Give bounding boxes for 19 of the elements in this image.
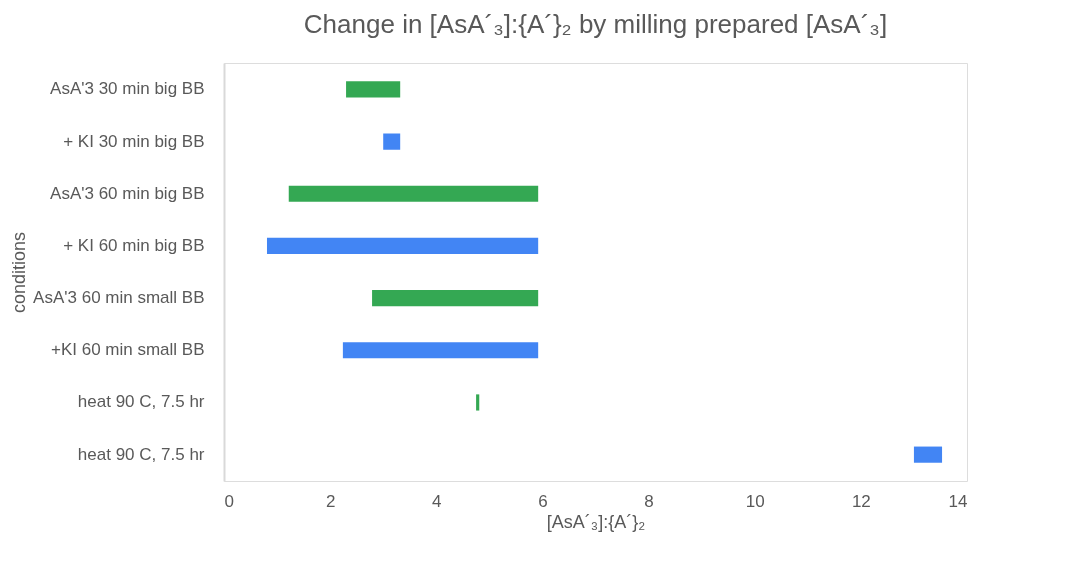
y-tick-label: heat 90 C, 7.5 hr — [77, 444, 205, 464]
x-tick-label: 0 — [224, 491, 234, 511]
y-tick-label: AsA'3 60 min big BB — [50, 183, 205, 203]
x-tick-label: 2 — [325, 491, 336, 511]
y-axis-title: conditions — [9, 231, 30, 314]
y-tick-label: heat 90 C, 7.5 hr — [77, 392, 205, 412]
x-tick-label: 6 — [538, 491, 548, 511]
x-tick-label: 10 — [745, 491, 765, 511]
x-tick-label: 12 — [851, 491, 871, 511]
x-tick-label: 4 — [432, 491, 442, 511]
y-tick-label: +KI 60 min small BB — [50, 340, 205, 360]
y-tick-label: + KI 60 min big BB — [63, 235, 205, 255]
x-tick-label: 8 — [644, 491, 654, 511]
x-axis-title: [AsA´₃]:{A´}₂ — [546, 511, 646, 532]
y-tick-label: AsA'3 60 min small BB — [33, 288, 205, 308]
x-tick-label: 14 — [948, 491, 968, 511]
chart-title: Change in [AsA´₃]:{A´}₂ by milling prepared [AsA´₃] — [303, 9, 888, 39]
y-tick-label: AsA'3 30 min big BB — [50, 79, 205, 99]
y-tick-label: + KI 30 min big BB — [63, 131, 205, 151]
